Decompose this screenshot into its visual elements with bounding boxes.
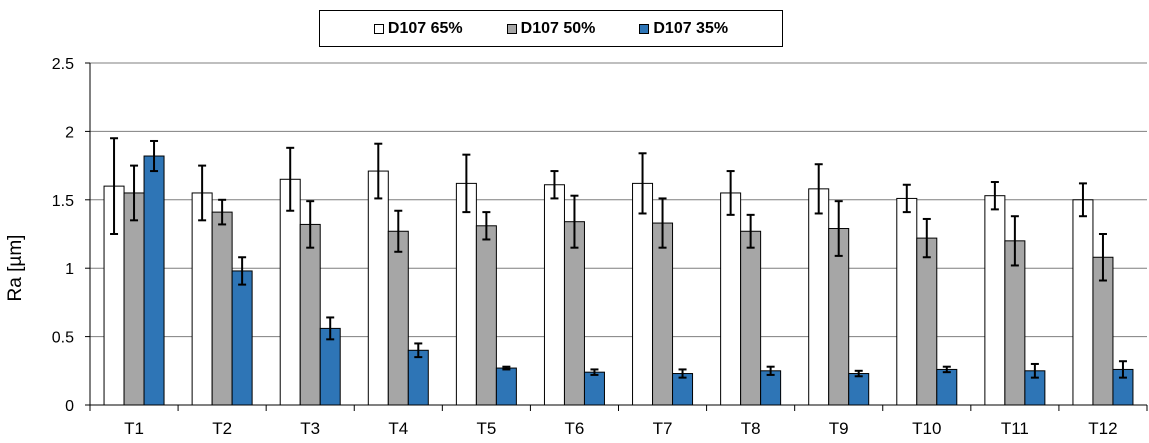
bar-3 bbox=[583, 371, 605, 406]
x-tick-label: T7 bbox=[653, 419, 673, 438]
bar-2 bbox=[299, 223, 321, 406]
gridlines bbox=[90, 62, 1147, 338]
bar-2 bbox=[916, 237, 938, 406]
legend-item-series-3: D107 35% bbox=[639, 20, 728, 38]
legend-swatch-series-1 bbox=[373, 23, 384, 34]
bar-3 bbox=[143, 155, 165, 406]
bar-2 bbox=[563, 221, 585, 406]
x-tick-label: T6 bbox=[565, 419, 585, 438]
legend-swatch-series-3 bbox=[639, 23, 650, 34]
chart-legend: D107 65% D107 50% D107 35% bbox=[319, 10, 783, 47]
y-tick-label: 0.5 bbox=[52, 330, 74, 347]
y-axis-label: Ra [µm] bbox=[5, 235, 26, 302]
legend-label-series-3: D107 35% bbox=[653, 19, 729, 37]
bar-3 bbox=[231, 270, 253, 406]
legend-item-series-1: D107 65% bbox=[373, 19, 463, 38]
x-tick-label: T3 bbox=[300, 419, 320, 438]
bar-1 bbox=[543, 184, 565, 406]
x-tick-label: T8 bbox=[741, 419, 761, 438]
x-tick-label: T2 bbox=[212, 419, 232, 438]
bar-1 bbox=[279, 178, 301, 406]
bar-1 bbox=[191, 192, 213, 406]
bar-2 bbox=[652, 222, 674, 406]
bar-2 bbox=[475, 225, 497, 406]
legend-swatch-series-2 bbox=[506, 23, 517, 34]
bar-1 bbox=[808, 188, 830, 406]
x-tick-label: T9 bbox=[829, 419, 849, 438]
bars bbox=[103, 155, 1134, 406]
bar-1 bbox=[367, 170, 389, 406]
y-tick-label: 0 bbox=[65, 398, 74, 415]
bar-3 bbox=[495, 367, 517, 406]
bar-1 bbox=[1072, 199, 1094, 406]
x-tick-label: T5 bbox=[476, 419, 496, 438]
bar-2 bbox=[211, 211, 233, 406]
bar-1 bbox=[896, 197, 918, 406]
x-tick-label: T1 bbox=[124, 419, 144, 438]
x-tick-label: T10 bbox=[912, 419, 941, 438]
bar-1 bbox=[455, 182, 477, 406]
y-tick-label: 1.5 bbox=[52, 193, 74, 210]
bar-3 bbox=[936, 368, 958, 406]
legend-label-series-2: D107 50% bbox=[520, 19, 596, 37]
legend-item-series-2: D107 50% bbox=[506, 19, 596, 38]
y-tick-label: 1 bbox=[65, 261, 74, 278]
legend-label-series-1: D107 65% bbox=[387, 19, 463, 37]
x-tick-label: T11 bbox=[1001, 419, 1029, 438]
error-bars bbox=[110, 137, 1127, 379]
y-tick-label: 2.5 bbox=[52, 56, 74, 73]
bar-1 bbox=[632, 182, 654, 406]
bar-2 bbox=[740, 230, 762, 406]
x-tick-label: T4 bbox=[388, 419, 408, 438]
bar-1 bbox=[720, 192, 742, 406]
y-tick-label: 2 bbox=[65, 124, 74, 141]
bar-3 bbox=[848, 373, 870, 406]
bar-2 bbox=[123, 192, 145, 406]
bar-3 bbox=[760, 370, 782, 406]
bar-2 bbox=[387, 230, 409, 406]
bar-1 bbox=[984, 195, 1006, 406]
x-tick-label: T12 bbox=[1088, 419, 1117, 438]
tick-labels: 0 0.5 1 1.5 2 2.5 T1 T2 T3 T4 T5 T6 T7 T8 T9 T10 T11 T12 bbox=[52, 56, 1118, 438]
axes bbox=[85, 62, 1148, 411]
bar-3 bbox=[407, 349, 429, 406]
